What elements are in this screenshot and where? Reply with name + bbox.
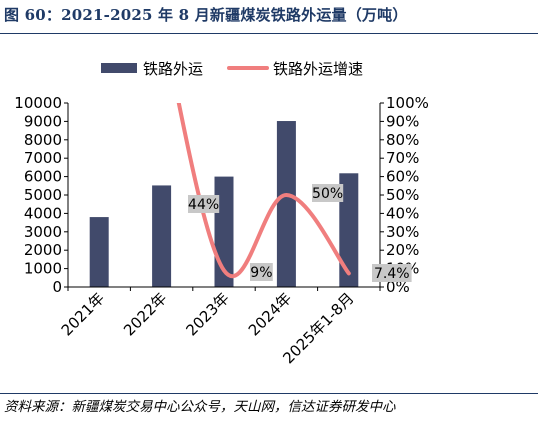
x-tick-label: 2022年	[120, 289, 170, 339]
data-label: 44%	[188, 197, 219, 213]
left-tick-label: 4000	[24, 204, 62, 222]
right-tick-label: 80%	[386, 131, 419, 149]
left-tick-label: 5000	[24, 186, 62, 204]
bars	[89, 121, 359, 287]
right-tick-label: 100%	[386, 94, 429, 112]
left-tick-label: 0	[52, 278, 62, 296]
data-labels: 44% 9% 50% 7.4%	[188, 184, 412, 282]
left-tick-label: 2000	[24, 241, 62, 259]
chart-title: 图 60：2021-2025 年 8 月新疆煤炭铁路外运量（万吨）	[4, 6, 408, 24]
title-divider	[0, 33, 538, 34]
growth-line-path	[176, 103, 351, 279]
bar-3	[276, 121, 296, 287]
x-tick-label: 2024年	[245, 289, 295, 339]
right-tick-label: 40%	[386, 204, 419, 222]
right-tick-label: 20%	[386, 241, 419, 259]
source-note: 资料来源：新疆煤炭交易中心公众号，天山网，信达证券研发中心	[4, 399, 396, 415]
data-label: 9%	[250, 265, 272, 281]
left-tick-label: 1000	[24, 260, 62, 278]
legend-line-label: 铁路外运增速	[273, 60, 363, 78]
right-tick-label: 60%	[386, 168, 419, 186]
left-tick-label: 8000	[24, 131, 62, 149]
legend-bar-label: 铁路外运	[143, 60, 203, 78]
left-tick-label: 3000	[24, 223, 62, 241]
legend-bar-swatch	[101, 63, 137, 73]
right-tick-label: 0%	[386, 278, 410, 296]
data-label-bg	[372, 264, 412, 282]
bar-1	[152, 185, 172, 287]
right-tick-label: 70%	[386, 149, 419, 167]
data-label-bg	[188, 195, 220, 213]
data-label-bg	[312, 184, 344, 202]
left-tick-label: 7000	[24, 149, 62, 167]
growth-line	[176, 103, 351, 279]
left-tick-label: 9000	[24, 112, 62, 130]
x-tick-label: 2023年	[182, 289, 232, 339]
bar-4	[339, 173, 359, 287]
right-tick-label: 50%	[386, 186, 419, 204]
data-label: 7.4%	[374, 266, 410, 282]
left-tick-label: 10000	[14, 94, 62, 112]
left-tick-label: 6000	[24, 168, 62, 186]
right-tick-label: 30%	[386, 223, 419, 241]
bar-0	[89, 217, 109, 287]
legend: 铁路外运 铁路外运增速	[101, 60, 363, 78]
right-tick-label: 90%	[386, 112, 419, 130]
footer-divider	[0, 393, 538, 394]
data-label: 50%	[312, 186, 343, 202]
x-tick-label: 2021年	[58, 289, 108, 339]
data-label-bg	[250, 263, 273, 281]
